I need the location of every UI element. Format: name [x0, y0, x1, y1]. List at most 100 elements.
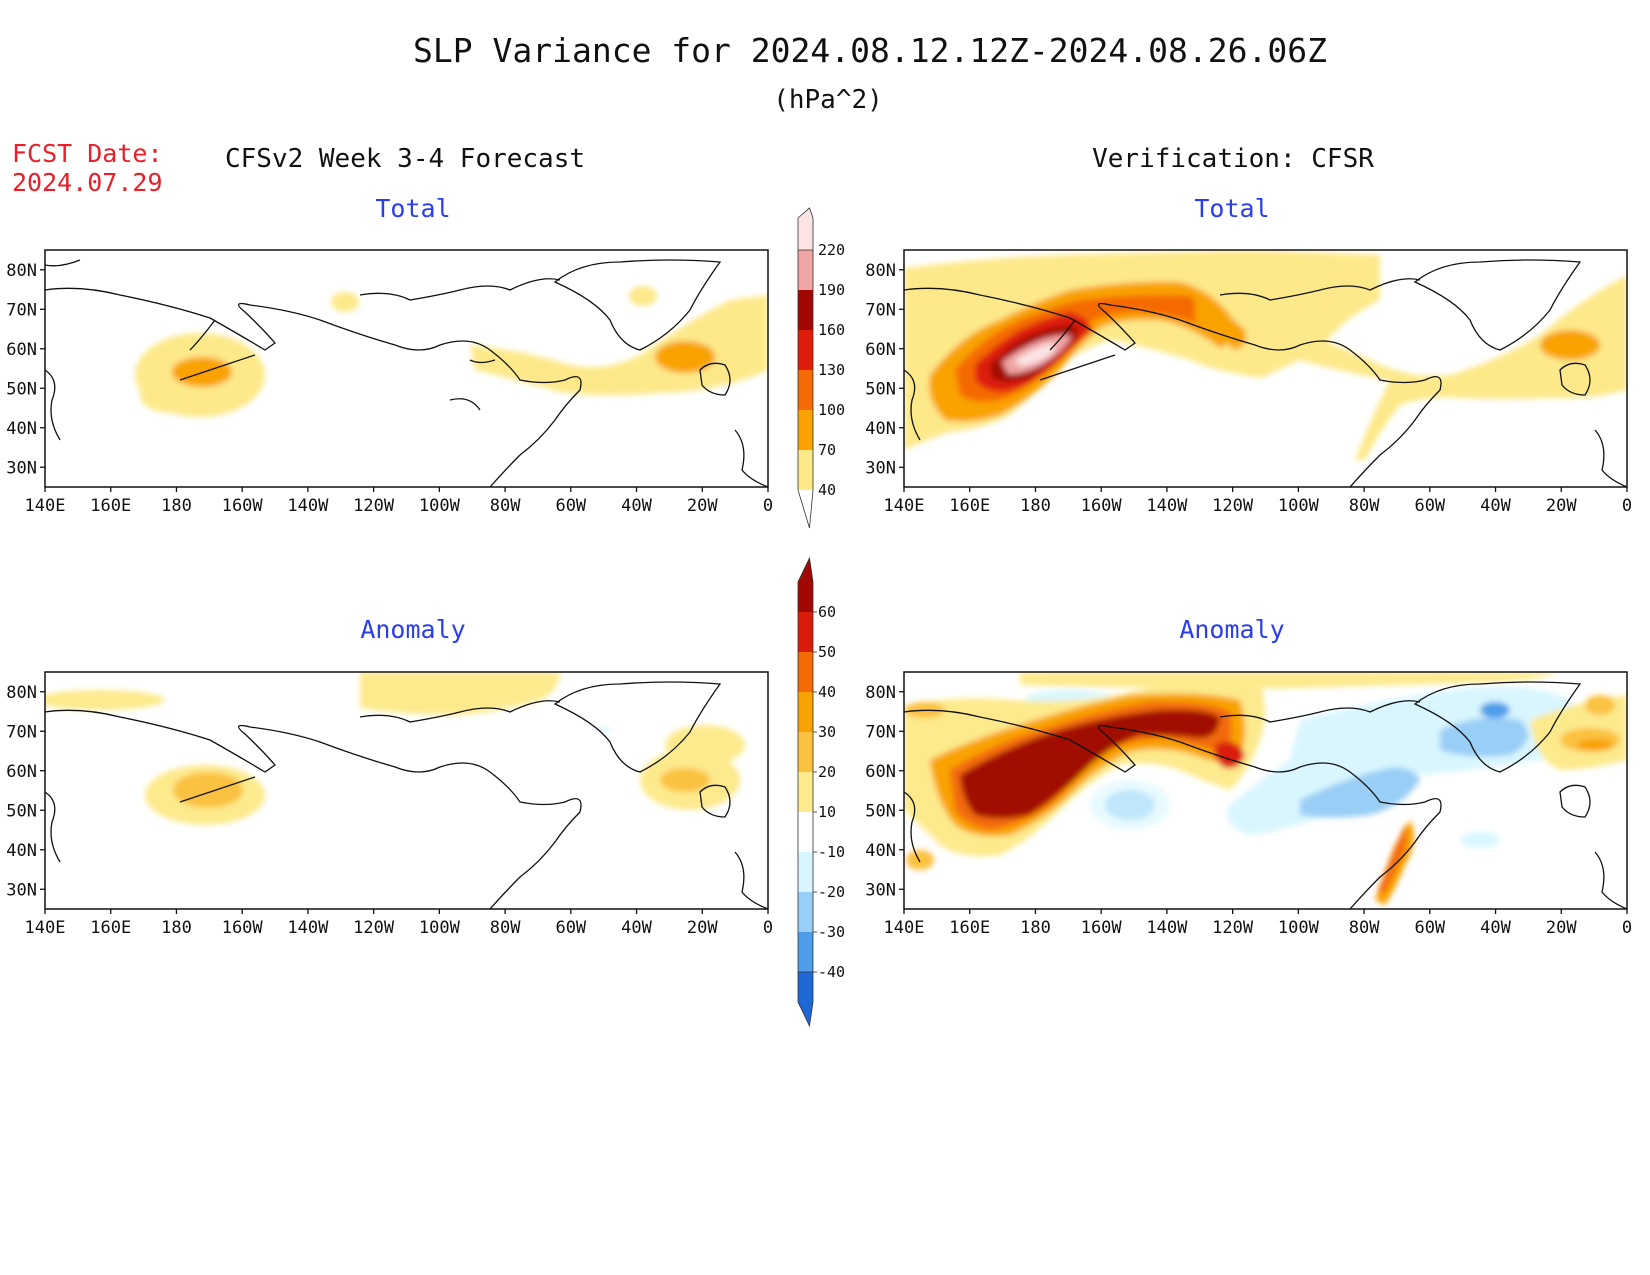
right-column-header: Verification: CFSR: [1092, 144, 1374, 174]
colorbar-anomaly-label: 10: [818, 803, 836, 821]
lat-tick-label: 40N: [6, 841, 37, 861]
lon-tick-label: 60W: [1414, 496, 1445, 516]
lon-tick-label: 120W: [353, 918, 395, 938]
lat-tick-label: 40N: [865, 841, 896, 861]
lon-tick-label: 100W: [1278, 918, 1320, 938]
lon-tick-label: 100W: [419, 918, 461, 938]
lon-tick-label: 160E: [949, 496, 990, 516]
lat-tick-label: 30N: [6, 458, 37, 478]
lat-tick-label: 80N: [6, 683, 37, 703]
lon-tick-label: 140W: [287, 496, 329, 516]
lon-tick-label: 80W: [490, 918, 521, 938]
lon-tick-label: 40W: [1480, 496, 1511, 516]
fcst-date-label: FCST Date:: [12, 139, 163, 168]
lon-tick-label: 160W: [1081, 496, 1123, 516]
panel-title-fcst-total: Total: [375, 194, 450, 223]
lon-tick-label: 160W: [222, 918, 264, 938]
lon-tick-label: 160E: [90, 918, 131, 938]
colorbar-total-label: 190: [818, 281, 845, 299]
lat-tick-label: 60N: [865, 340, 896, 360]
lon-tick-label: 60W: [555, 918, 586, 938]
lat-tick-label: 40N: [865, 419, 896, 439]
units-label: (hPa^2): [773, 85, 883, 115]
panel-title-obs-anom: Anomaly: [1179, 615, 1284, 644]
lon-tick-label: 160W: [222, 496, 264, 516]
lat-tick-label: 30N: [865, 458, 896, 478]
lat-tick-label: 60N: [6, 762, 37, 782]
colorbar-anomaly-label: -40: [818, 963, 845, 981]
lon-tick-label: 20W: [687, 496, 718, 516]
colorbar-total-swatch: [798, 450, 813, 490]
colorbar-anomaly-label: -20: [818, 883, 845, 901]
panel-title-fcst-anom: Anomaly: [360, 615, 465, 644]
lon-tick-label: 40W: [1480, 918, 1511, 938]
colorbar-anomaly-label: -30: [818, 923, 845, 941]
colorbar-total-swatch: [798, 410, 813, 450]
colorbar-anomaly-label: 60: [818, 603, 836, 621]
map-panel-fcst-total: [44, 249, 769, 488]
lat-tick-label: 50N: [6, 801, 37, 821]
colorbar-total: 40 70 100 130 160 190 220: [797, 207, 845, 529]
lon-tick-label: 40W: [621, 918, 652, 938]
colorbar-total-swatch: [798, 370, 813, 410]
lon-tick-label: 120W: [1212, 918, 1254, 938]
lat-tick-label: 70N: [6, 300, 37, 320]
colorbar-anomaly-swatch: [798, 612, 813, 652]
fcst-date-value: 2024.07.29: [12, 168, 163, 197]
lon-tick-label: 140E: [25, 496, 66, 516]
lon-tick-label: 20W: [1546, 918, 1577, 938]
lat-tick-label: 30N: [6, 880, 37, 900]
lon-tick-label: 120W: [353, 496, 395, 516]
colorbar-total-swatch: [798, 330, 813, 370]
lat-tick-label: 40N: [6, 419, 37, 439]
lon-tick-label: 160W: [1081, 918, 1123, 938]
lon-tick-label: 140E: [25, 918, 66, 938]
lon-tick-label: 80W: [490, 496, 521, 516]
lon-tick-label: 100W: [419, 496, 461, 516]
colorbar-total-swatch: [798, 250, 813, 290]
lon-tick-label: 0: [763, 918, 773, 938]
lon-tick-label: 0: [1622, 918, 1632, 938]
colorbar-anomaly-swatch: [798, 812, 813, 852]
map-panel-obs-anom: [903, 671, 1628, 910]
map-panel-fcst-anom: [44, 671, 769, 910]
lon-tick-label: 180: [161, 496, 192, 516]
lat-tick-label: 60N: [6, 340, 37, 360]
colorbar-anomaly-swatch: [797, 971, 814, 1028]
main-title: SLP Variance for 2024.08.12.12Z-2024.08.…: [413, 31, 1327, 70]
colorbar-total-swatch: [798, 290, 813, 330]
lon-tick-label: 140E: [884, 496, 925, 516]
lon-tick-label: 180: [1020, 496, 1051, 516]
map-panel-obs-total: [903, 249, 1628, 488]
lon-tick-label: 180: [1020, 918, 1051, 938]
colorbar-total-label: 70: [818, 441, 836, 459]
lon-tick-label: 80W: [1349, 496, 1380, 516]
lon-tick-label: 140W: [1146, 496, 1188, 516]
colorbar-total-label: 100: [818, 401, 845, 419]
left-column-header: CFSv2 Week 3-4 Forecast: [225, 144, 585, 174]
colorbar-anomaly-label: 20: [818, 763, 836, 781]
colorbar-anomaly-swatch: [798, 692, 813, 732]
lat-tick-label: 60N: [865, 762, 896, 782]
colorbar-total-label: 130: [818, 361, 845, 379]
colorbar-total-label: 160: [818, 321, 845, 339]
colorbar-anomaly-swatch: [798, 852, 813, 892]
lon-tick-label: 140W: [1146, 918, 1188, 938]
lon-tick-label: 40W: [621, 496, 652, 516]
lat-tick-label: 50N: [6, 379, 37, 399]
lon-tick-label: 20W: [687, 918, 718, 938]
lon-tick-label: 60W: [1414, 918, 1445, 938]
colorbar-total-swatch: [797, 207, 814, 251]
lon-tick-label: 100W: [1278, 496, 1320, 516]
colorbar-anomaly-label: 30: [818, 723, 836, 741]
lon-tick-label: 160E: [90, 496, 131, 516]
panel-title-obs-total: Total: [1194, 194, 1269, 223]
colorbar-anomaly-swatch: [798, 892, 813, 932]
colorbar-anomaly-swatch: [798, 732, 813, 772]
lat-tick-label: 80N: [6, 261, 37, 281]
lon-tick-label: 140E: [884, 918, 925, 938]
lat-tick-label: 50N: [865, 379, 896, 399]
lat-tick-label: 80N: [865, 261, 896, 281]
colorbar-total-label: 220: [818, 241, 845, 259]
